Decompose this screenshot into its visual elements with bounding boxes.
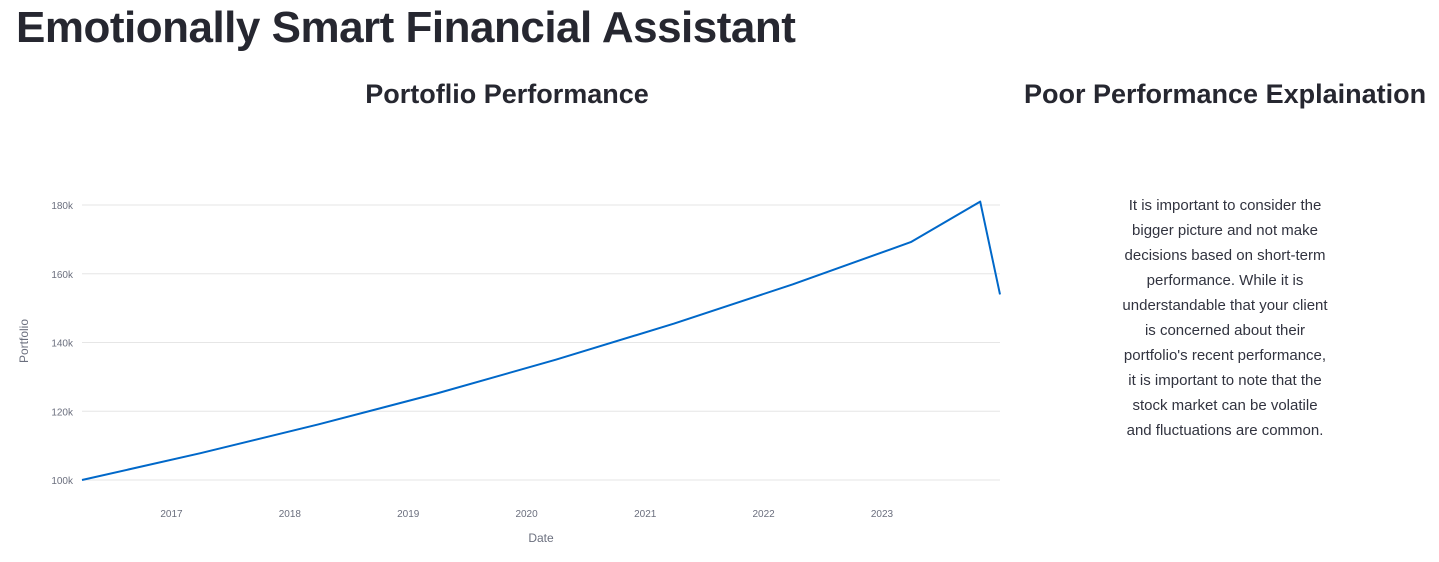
grid-lines bbox=[82, 204, 1000, 481]
x-tick-label: 2019 bbox=[397, 509, 420, 520]
chart-title: Portoflio Performance bbox=[365, 79, 649, 109]
y-tick-label: 180k bbox=[51, 201, 74, 212]
x-tick-label: 2022 bbox=[752, 509, 775, 520]
x-tick-label: 2017 bbox=[160, 509, 183, 520]
y-axis-label: Portfolio bbox=[17, 319, 31, 363]
page-title: Emotionally Smart Financial Assistant bbox=[16, 3, 796, 52]
x-axis-ticks: 2017 2018 2019 2020 2021 2022 2023 bbox=[160, 509, 893, 520]
x-tick-label: 2023 bbox=[871, 509, 894, 520]
y-tick-label: 160k bbox=[51, 270, 74, 281]
x-tick-label: 2018 bbox=[279, 509, 302, 520]
x-tick-label: 2020 bbox=[515, 509, 538, 520]
x-tick-label: 2021 bbox=[634, 509, 657, 520]
y-tick-label: 120k bbox=[51, 407, 74, 418]
y-tick-label: 140k bbox=[51, 339, 74, 350]
y-axis-ticks: 100k 120k 140k 160k 180k bbox=[51, 201, 74, 487]
series-layer bbox=[81, 200, 1001, 481]
series-line[interactable] bbox=[81, 200, 1001, 481]
explanation-text: It is important to consider the bigger p… bbox=[1122, 197, 1328, 439]
explanation-title: Poor Performance Explaination bbox=[1024, 79, 1427, 109]
y-tick-label: 100k bbox=[51, 476, 74, 487]
portfolio-line-chart[interactable]: 100k 120k 140k 160k 180k 2017 2018 2019 2020 202… bbox=[0, 0, 1010, 562]
x-axis-label: Date bbox=[528, 531, 554, 545]
